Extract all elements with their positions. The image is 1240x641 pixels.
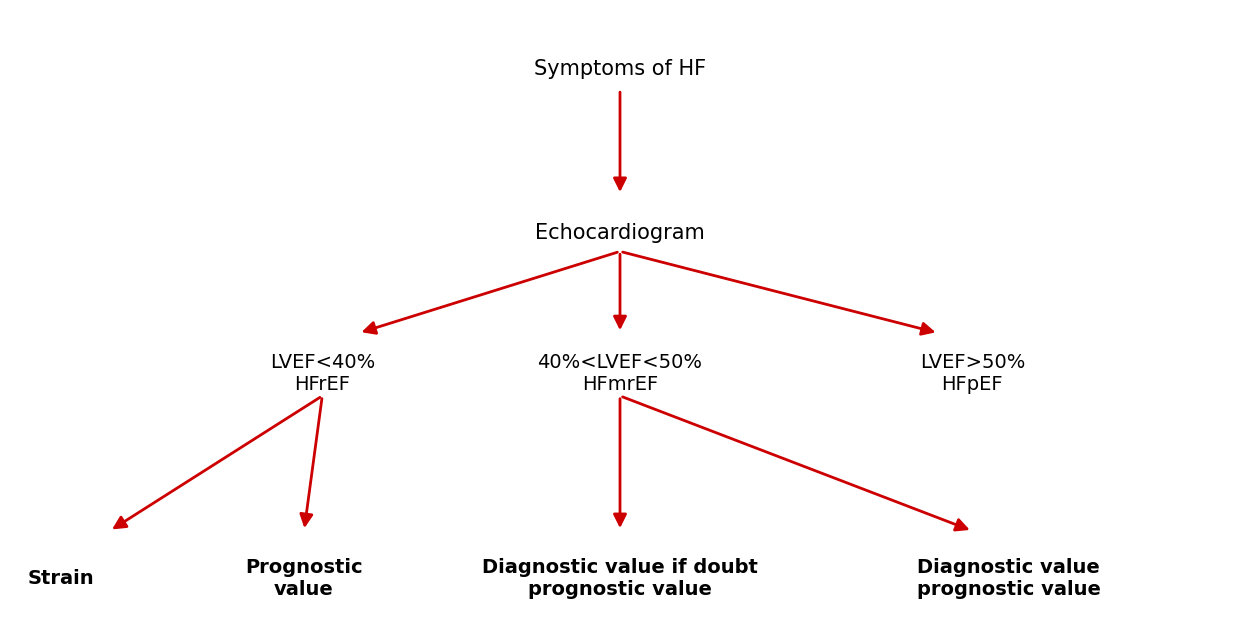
Text: Strain: Strain — [27, 569, 94, 588]
Text: LVEF<40%
HFrEF: LVEF<40% HFrEF — [269, 353, 374, 394]
Text: Diagnostic value
prognostic value: Diagnostic value prognostic value — [916, 558, 1101, 599]
Text: Prognostic
value: Prognostic value — [246, 558, 363, 599]
Text: Symptoms of HF: Symptoms of HF — [534, 59, 706, 79]
Text: Diagnostic value if doubt
prognostic value: Diagnostic value if doubt prognostic val… — [482, 558, 758, 599]
Text: LVEF>50%
HFpEF: LVEF>50% HFpEF — [920, 353, 1025, 394]
Text: Echocardiogram: Echocardiogram — [536, 222, 704, 242]
Text: 40%<LVEF<50%
HFmrEF: 40%<LVEF<50% HFmrEF — [537, 353, 703, 394]
